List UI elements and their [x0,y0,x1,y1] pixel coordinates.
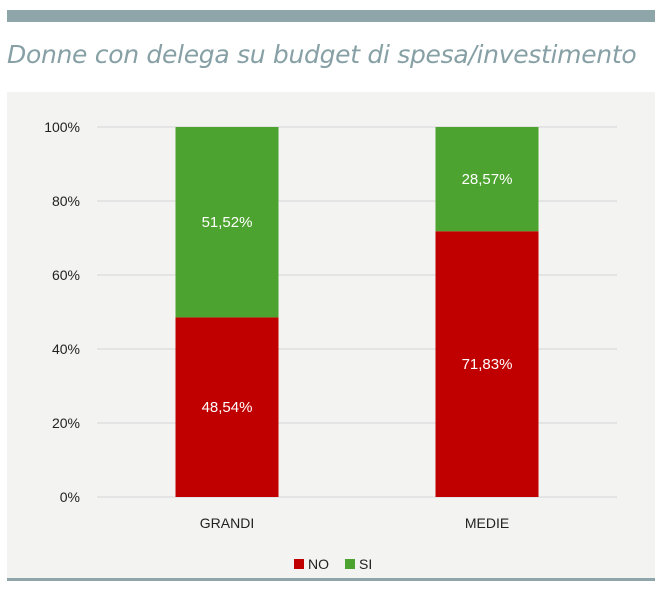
data-label-no-medie: 71,83% [462,356,513,373]
data-label-no-grandi: 48,54% [202,399,253,416]
bar-segment-si-medie [435,127,539,232]
data-label-si-grandi: 51,52% [202,214,253,231]
bottom-rule [7,578,655,581]
legend-swatch-si [345,559,355,569]
chart-title: Donne con delega su budget di spesa/inve… [7,40,637,69]
legend-label-si: SI [359,556,372,572]
bar-segment-no-medie [435,231,539,497]
data-label-si-medie: 28,57% [462,171,513,188]
gridlines [97,126,617,498]
bars [175,127,539,497]
y-tick-label: 100% [44,119,80,135]
y-tick-label: 60% [52,267,80,283]
legend: NO SI [294,556,372,572]
x-category-label: GRANDI [200,515,254,531]
legend-swatch-no [294,559,304,569]
y-tick-label: 80% [52,193,80,209]
bar-segment-no-grandi [175,317,279,497]
y-tick-label: 20% [52,415,80,431]
top-rule [7,10,655,22]
legend-label-no: NO [308,556,329,572]
y-tick-label: 0% [60,489,80,505]
labels: 0% 20% 40% 60% 80% 100% 48,54% 51,52% GRANDI 71,8… [44,119,512,531]
bar-segment-si-grandi [175,127,279,318]
x-category-label: MEDIE [465,515,509,531]
y-tick-label: 40% [52,341,80,357]
